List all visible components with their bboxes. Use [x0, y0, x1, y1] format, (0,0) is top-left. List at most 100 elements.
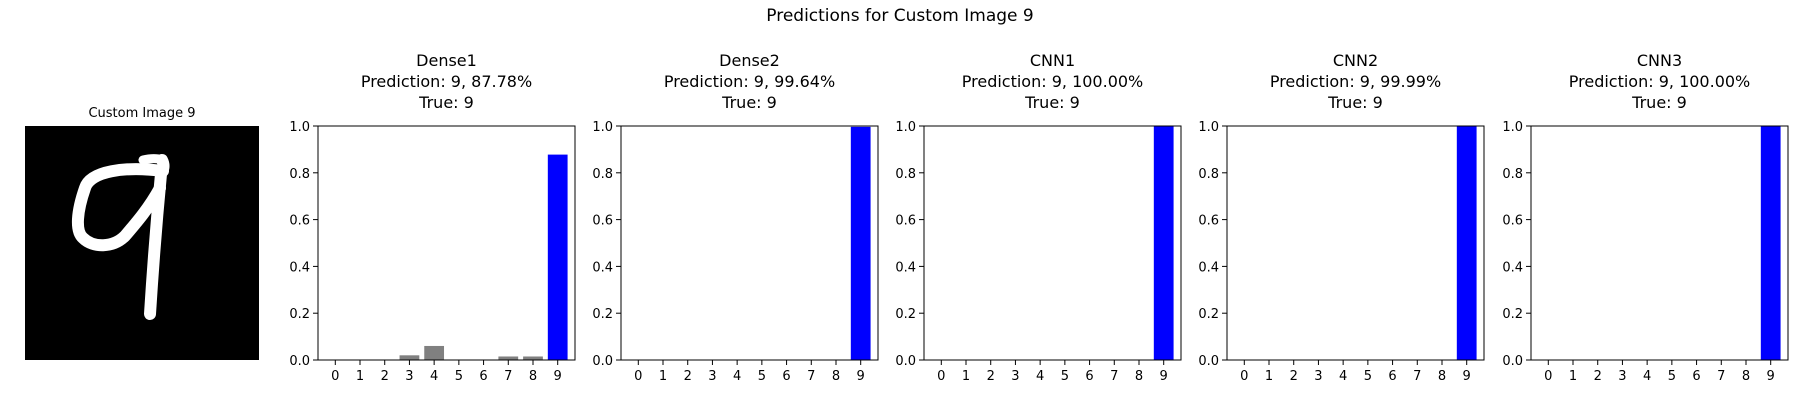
- x-tick-label: 2: [684, 369, 692, 384]
- x-tick-label: 2: [1290, 369, 1298, 384]
- digit-nine-drawing: [72, 154, 170, 320]
- chart-title-line: True: 9: [1024, 93, 1080, 112]
- x-tick-label: 1: [962, 369, 970, 384]
- x-tick-label: 9: [857, 369, 865, 384]
- x-tick-label: 0: [937, 369, 945, 384]
- x-tick-label: 0: [1544, 369, 1552, 384]
- x-tick-label: 0: [1240, 369, 1248, 384]
- y-tick-label: 0.2: [1198, 307, 1219, 322]
- chart-title-line: CNN2: [1333, 51, 1378, 70]
- y-tick-label: 1.0: [895, 120, 916, 135]
- x-tick-label: 5: [1668, 369, 1676, 384]
- x-tick-label: 4: [1036, 369, 1044, 384]
- y-tick-label: 0.4: [592, 260, 613, 275]
- y-tick-label: 0.6: [1502, 214, 1523, 229]
- x-tick-label: 5: [455, 369, 463, 384]
- x-tick-label: 6: [479, 369, 487, 384]
- x-tick-label: 8: [1438, 369, 1446, 384]
- y-tick-label: 0.6: [1198, 214, 1219, 229]
- y-tick-label: 1.0: [592, 120, 613, 135]
- chart-title-line: True: 9: [1327, 93, 1383, 112]
- x-tick-label: 9: [1160, 369, 1168, 384]
- x-tick-label: 8: [1135, 369, 1143, 384]
- y-tick-label: 0.0: [592, 354, 613, 369]
- x-tick-label: 7: [1717, 369, 1725, 384]
- x-tick-label: 5: [1364, 369, 1372, 384]
- y-tick-label: 0.8: [1502, 167, 1523, 182]
- x-tick-label: 3: [1314, 369, 1322, 384]
- x-tick-label: 8: [1742, 369, 1750, 384]
- axes-frame: [923, 125, 1182, 361]
- chart-title-line: Prediction: 9, 99.99%: [1270, 72, 1441, 91]
- x-tick-label: 1: [1265, 369, 1273, 384]
- x-tick-label: 2: [987, 369, 995, 384]
- x-tick-label: 7: [1110, 369, 1118, 384]
- chart-title-line: Prediction: 9, 100.00%: [1569, 72, 1751, 91]
- x-tick-label: 9: [1463, 369, 1471, 384]
- x-tick-label: 9: [1767, 369, 1775, 384]
- x-tick-label: 1: [1569, 369, 1577, 384]
- y-tick-label: 0.8: [1198, 167, 1219, 182]
- bar-3: [399, 355, 420, 360]
- y-tick-label: 0.8: [289, 167, 310, 182]
- chart-title-line: Prediction: 9, 100.00%: [962, 72, 1144, 91]
- x-tick-label: 5: [758, 369, 766, 384]
- chart-title-line: CNN3: [1637, 51, 1682, 70]
- y-tick-label: 0.2: [895, 307, 916, 322]
- chart-title-line: Prediction: 9, 87.78%: [361, 72, 532, 91]
- chart-2: CNN1 Prediction: 9, 100.00% True: 9 0.0 0.2 0…: [895, 51, 1182, 384]
- axes-frame: [1226, 125, 1485, 361]
- axes-frame: [620, 125, 879, 361]
- y-tick-label: 0.0: [1198, 354, 1219, 369]
- y-tick-label: 0.8: [592, 167, 613, 182]
- chart-3: CNN2 Prediction: 9, 99.99% True: 9 0.0 0.2 0.…: [1198, 51, 1485, 384]
- chart-title-line: True: 9: [1631, 93, 1687, 112]
- x-tick-label: 1: [659, 369, 667, 384]
- x-tick-label: 7: [1413, 369, 1421, 384]
- x-tick-label: 0: [634, 369, 642, 384]
- x-tick-label: 4: [1339, 369, 1347, 384]
- y-tick-label: 0.6: [895, 214, 916, 229]
- x-tick-label: 7: [504, 369, 512, 384]
- x-tick-label: 8: [832, 369, 840, 384]
- axes-frame: [317, 125, 576, 361]
- y-tick-label: 0.4: [895, 260, 916, 275]
- y-tick-label: 0.2: [289, 307, 310, 322]
- chart-title-line: True: 9: [418, 93, 474, 112]
- x-tick-label: 5: [1061, 369, 1069, 384]
- chart-4: CNN3 Prediction: 9, 100.00% True: 9 0.0 0.2 0…: [1502, 51, 1789, 384]
- x-tick-label: 8: [529, 369, 537, 384]
- chart-0: Dense1 Prediction: 9, 87.78% True: 9 0.0 0.2…: [289, 51, 576, 384]
- x-tick-label: 2: [1594, 369, 1602, 384]
- chart-title-line: True: 9: [721, 93, 777, 112]
- y-tick-label: 0.0: [289, 354, 310, 369]
- y-tick-label: 1.0: [1502, 120, 1523, 135]
- bar-8: [523, 356, 543, 360]
- chart-title-line: Dense2: [719, 51, 780, 70]
- image-title: Custom Image 9: [88, 106, 196, 121]
- x-tick-label: 3: [405, 369, 413, 384]
- y-tick-label: 0.4: [1198, 260, 1219, 275]
- x-tick-label: 4: [430, 369, 438, 384]
- custom-image: [25, 126, 259, 360]
- x-tick-label: 3: [708, 369, 716, 384]
- axes-frame: [1530, 125, 1789, 361]
- x-tick-label: 2: [381, 369, 389, 384]
- y-tick-label: 0.0: [1502, 354, 1523, 369]
- x-tick-label: 6: [782, 369, 790, 384]
- y-tick-label: 0.0: [895, 354, 916, 369]
- x-tick-label: 0: [331, 369, 339, 384]
- y-tick-label: 0.2: [592, 307, 613, 322]
- chart-1: Dense2 Prediction: 9, 99.64% True: 9 0.0 0.2…: [592, 51, 879, 384]
- chart-title-line: Prediction: 9, 99.64%: [664, 72, 835, 91]
- x-tick-label: 6: [1692, 369, 1700, 384]
- y-tick-label: 0.8: [895, 167, 916, 182]
- x-tick-label: 6: [1388, 369, 1396, 384]
- bar-9: [1760, 126, 1781, 360]
- y-tick-label: 1.0: [289, 120, 310, 135]
- figure-suptitle: Predictions for Custom Image 9: [766, 6, 1034, 26]
- x-tick-label: 9: [554, 369, 562, 384]
- chart-title-line: Dense1: [416, 51, 477, 70]
